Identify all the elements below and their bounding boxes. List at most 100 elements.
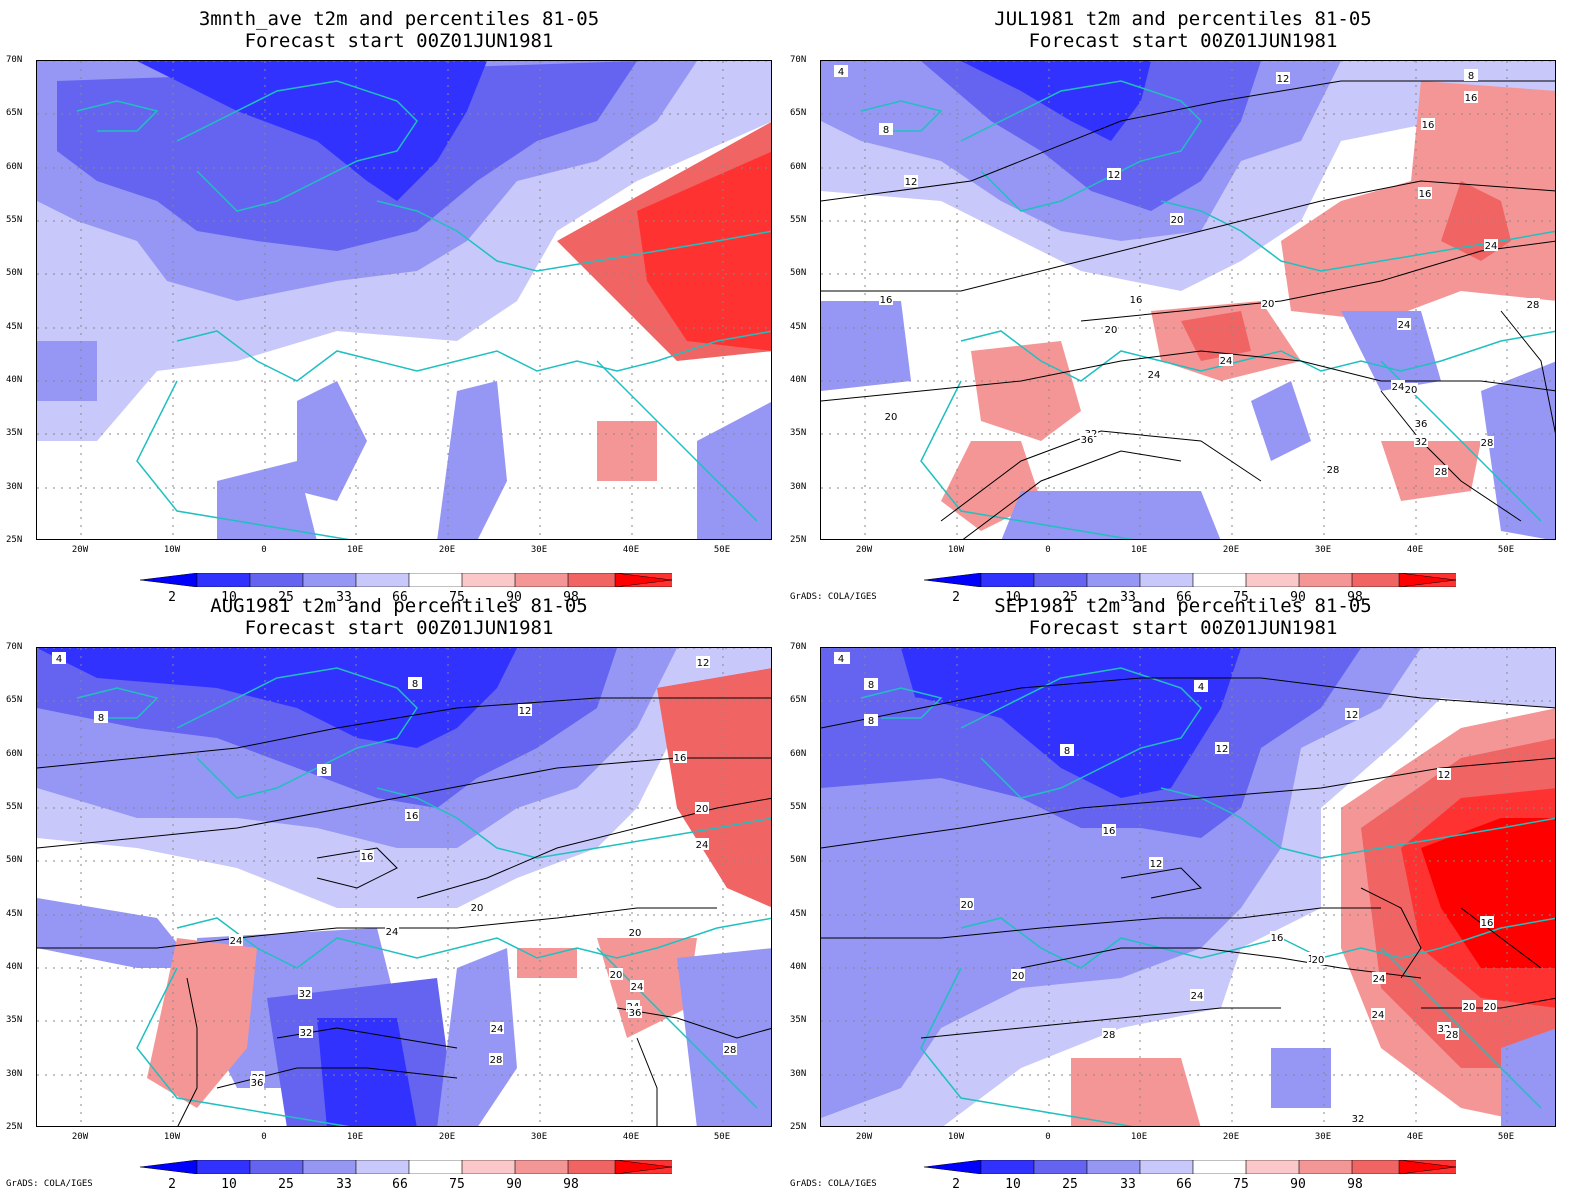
colorbar-label: 75 [1233,1177,1249,1192]
svg-text:4: 4 [56,654,62,665]
latitude-label: 40N [6,375,23,385]
colorbar-label: 10 [1005,590,1021,605]
temperature-contour [1460,907,1542,969]
longitude-label: 10E [1130,545,1148,555]
percentile-shading [677,948,771,1126]
longitude-label: 10E [1130,1132,1148,1142]
contour-label: 8 [1464,69,1478,82]
contour-label: 32 [1414,435,1428,448]
svg-text:8: 8 [1468,71,1474,82]
contour-label: 28 [723,1043,737,1056]
coastline [376,200,771,272]
contour-label: 20 [1261,297,1275,310]
svg-text:36: 36 [1081,435,1094,446]
longitude-label: 50E [1497,1132,1515,1142]
contour-label: 16 [1102,824,1116,837]
percentile-shading [317,1018,417,1126]
contour-label: 24 [490,1022,504,1035]
percentile-shading [961,61,1151,141]
svg-text:32: 32 [300,1028,313,1039]
svg-text:28: 28 [724,1045,737,1056]
longitude-label: 0 [261,1132,267,1142]
colorbar-label: 98 [1347,1177,1363,1192]
colorbar-label: 90 [506,1177,522,1192]
contour-label: 16 [1270,931,1284,944]
percentile-shading [37,648,517,748]
longitude-label: 50E [1497,545,1515,555]
contour-label: 24 [695,838,709,851]
colorbar-label: 66 [392,1177,408,1192]
percentile-shading [1481,361,1555,539]
grads-credit: GrADS: COLA/IGES [6,1179,93,1189]
svg-text:36: 36 [1415,419,1428,430]
longitude-label: 40E [622,545,640,555]
contour-label: 32 [299,1026,313,1039]
percentile-shading [1281,81,1555,321]
svg-text:28: 28 [1103,1030,1116,1041]
svg-text:16: 16 [880,295,893,306]
map-canvas [37,61,771,539]
longitude-label: 30E [530,1132,548,1142]
svg-text:4: 4 [838,67,844,78]
contour-label: 28 [1326,463,1340,476]
contour-label: 16 [360,850,374,863]
contour-label: 4 [834,65,848,78]
svg-text:12: 12 [1346,710,1359,721]
contour-label: 20 [695,802,709,815]
longitude-label: 40E [622,1132,640,1142]
longitude-label: 10E [346,1132,364,1142]
latitude-label: 65N [6,695,23,705]
contour-label: 4 [834,652,848,665]
latitude-label: 45N [6,322,23,332]
percentile-shading [1271,1048,1331,1108]
contour-label: 32 [298,987,312,1000]
coastline [136,967,350,1126]
svg-text:24: 24 [1392,382,1405,393]
colorbar [140,573,672,587]
svg-text:16: 16 [674,753,687,764]
percentile-shading [1071,1058,1201,1126]
percentile-shading [697,402,771,539]
latitude-label: 65N [790,108,807,118]
latitude-label: 50N [6,855,23,865]
percentile-shading [297,381,367,501]
svg-text:20: 20 [961,900,974,911]
longitude-label: 10W [947,545,965,555]
svg-text:20: 20 [1171,215,1184,226]
longitude-label: 20E [1222,1132,1240,1142]
latitude-label: 50N [790,855,807,865]
latitude-label: 35N [790,428,807,438]
latitude-label: 30N [790,1069,807,1079]
colorbar-label: 25 [278,590,294,605]
contour-label: 8 [879,123,893,136]
contour-label: 24 [1219,354,1233,367]
contour-label: 12 [1345,708,1359,721]
contour-label: 12 [518,704,532,717]
contour-label: 8 [864,678,878,691]
colorbar-label: 75 [449,590,465,605]
svg-text:36: 36 [251,1078,264,1089]
panel-subtitle: Forecast start 00Z01JUN1981 [1028,617,1338,639]
latitude-label: 50N [790,268,807,278]
colorbar-label: 75 [1233,590,1249,605]
latitude-label: 70N [6,55,23,65]
svg-text:20: 20 [885,412,898,423]
longitude-label: 40E [1406,1132,1424,1142]
colorbar-label: 25 [1062,1177,1078,1192]
panel-title: JUL1981 t2m and percentiles 81-05 [994,8,1372,30]
svg-text:12: 12 [519,706,532,717]
colorbar-label: 10 [1005,1177,1021,1192]
svg-text:16: 16 [1481,918,1494,929]
longitude-label: 30E [1314,1132,1332,1142]
contour-label: 12 [1276,72,1290,85]
svg-text:28: 28 [1446,1030,1459,1041]
percentile-shading [137,61,487,201]
contour-label: 16 [673,751,687,764]
coastline [1160,200,1555,272]
contour-label: 20 [1311,953,1325,966]
svg-text:8: 8 [868,716,874,727]
svg-text:12: 12 [1108,170,1121,181]
coastline [960,917,1555,969]
svg-text:12: 12 [1438,770,1451,781]
